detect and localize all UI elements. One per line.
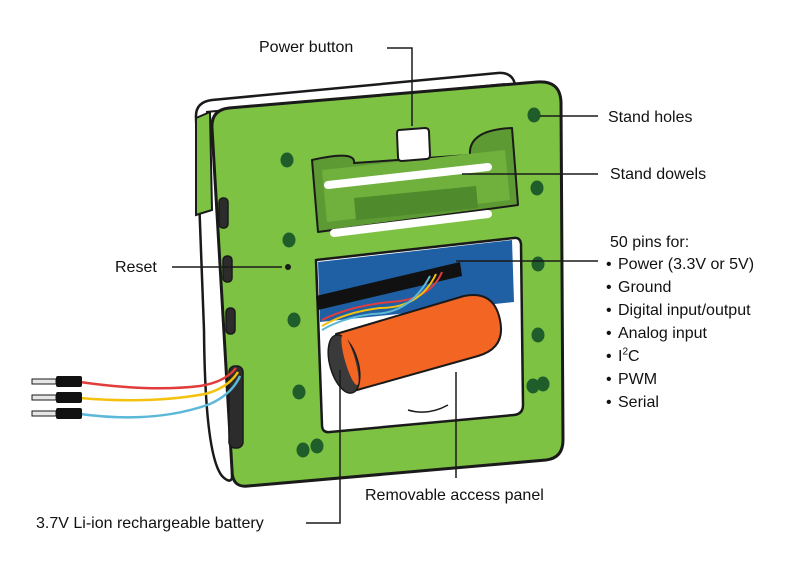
reset-pinhole (285, 264, 291, 270)
pins-item-digital: • Digital input/output (606, 302, 751, 319)
stand-dowel-bottom (330, 210, 492, 237)
pins-item-analog: • Analog input (606, 325, 707, 342)
internal-wire-yellow (321, 273, 437, 327)
pins-item-i2c: • I2C (606, 346, 640, 365)
callout-lines (172, 47, 598, 524)
stand-dowel-block (354, 186, 478, 220)
side-connector (228, 365, 244, 449)
label-battery: 3.7V Li-ion rechargeable battery (36, 515, 264, 532)
side-button-top (218, 197, 229, 229)
internal-wire-red (321, 271, 443, 321)
external-wire-red (79, 367, 237, 390)
stand-holes (280, 107, 550, 458)
pins-item-pwm: • PWM (606, 371, 658, 388)
label-stand-dowels: Stand dowels (610, 166, 707, 183)
pins-item-power: • Power (3.3V or 5V) (606, 256, 755, 273)
external-wire-blue (79, 375, 242, 419)
pins-item-ground: • Ground (606, 279, 672, 296)
label-reset: Reset (115, 259, 157, 276)
panel-hinge (407, 404, 449, 413)
side-button-mid (225, 307, 236, 335)
label-power-button: Power button (259, 39, 354, 56)
pins-item-serial: • Serial (606, 394, 659, 411)
power-button (395, 126, 432, 163)
wire-plugs (31, 376, 82, 419)
stand-dowel-top (324, 163, 492, 189)
case-side-strip (195, 110, 214, 217)
label-stand-holes: Stand holes (608, 109, 693, 126)
battery (327, 294, 502, 394)
side-button-reset (222, 255, 233, 283)
internal-wire-blue (321, 275, 431, 331)
label-pins-title: 50 pins for: (610, 234, 690, 251)
pin-header (316, 262, 462, 310)
external-wire-yellow (79, 371, 240, 402)
pins-list: • Power (3.3V or 5V) • Ground • Digital inp… (606, 253, 754, 414)
label-removable-panel: Removable access panel (365, 487, 544, 504)
